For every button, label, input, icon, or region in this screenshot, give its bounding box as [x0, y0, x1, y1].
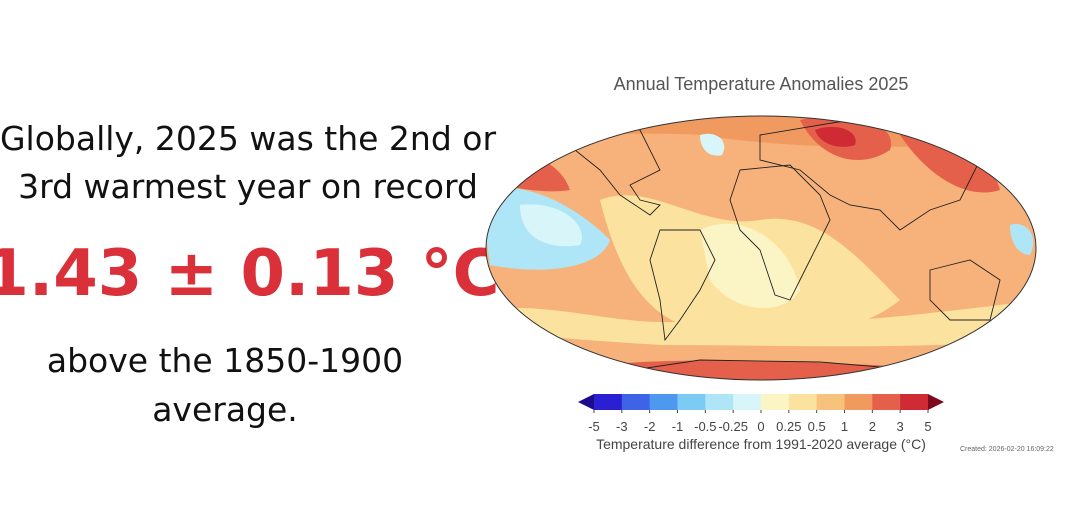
colorbar-tick-label: -1	[672, 419, 684, 434]
colorbar-over	[928, 394, 944, 410]
colorbar-tick-label: 2	[869, 419, 876, 434]
colorbar-label: Temperature difference from 1991-2020 av…	[596, 436, 926, 452]
colorbar-tick-label: -0.25	[718, 419, 748, 434]
colorbar-segment	[844, 394, 873, 410]
anomaly-value: 1.43 ± 0.13 °C	[0, 237, 500, 311]
colorbar-tick-label: -0.5	[694, 419, 716, 434]
colorbar-under	[578, 394, 594, 410]
colorbar-segment	[900, 394, 929, 410]
colorbar: -5 -3 -2 -1 -0.5 -0.25 0 0.25 0.5 1 2 3 5	[578, 394, 944, 434]
created-note: Created: 2026-02-20 16:09:22	[960, 446, 1054, 453]
colorbar-segment	[761, 394, 790, 410]
map-frame	[485, 115, 1037, 381]
map-title: Annual Temperature Anomalies 2025	[614, 74, 909, 94]
colorbar-segment	[677, 394, 706, 410]
colorbar-tick-label: 0.5	[808, 419, 826, 434]
colorbar-segment	[621, 394, 651, 410]
colorbar-segment	[705, 394, 734, 410]
colorbar-segment	[594, 394, 623, 410]
colorbar-segment	[649, 394, 678, 410]
colorbar-segment	[788, 394, 818, 410]
colorbar-tick-label: 0	[757, 419, 764, 434]
colorbar-tick-label: -3	[616, 419, 628, 434]
colorbar-tick-label: 5	[924, 419, 931, 434]
colorbar-tick-label: 3	[897, 419, 904, 434]
colorbar-segment	[872, 394, 901, 410]
colorbar-tick-label: -5	[588, 419, 600, 434]
headline-line: average.	[152, 390, 298, 429]
colorbar-tick-label: 1	[841, 419, 848, 434]
colorbar-segment	[816, 394, 845, 410]
headline-line: Globally, 2025 was the 2nd or	[0, 119, 496, 158]
colorbar-segment	[733, 394, 762, 410]
colorbar-tick-label: -2	[644, 419, 656, 434]
anomaly-map	[486, 116, 1036, 380]
headline-line: 3rd warmest year on record	[18, 167, 478, 206]
colorbar-tick-label: 0.25	[776, 419, 801, 434]
headline-line: above the 1850-1900	[47, 341, 403, 380]
